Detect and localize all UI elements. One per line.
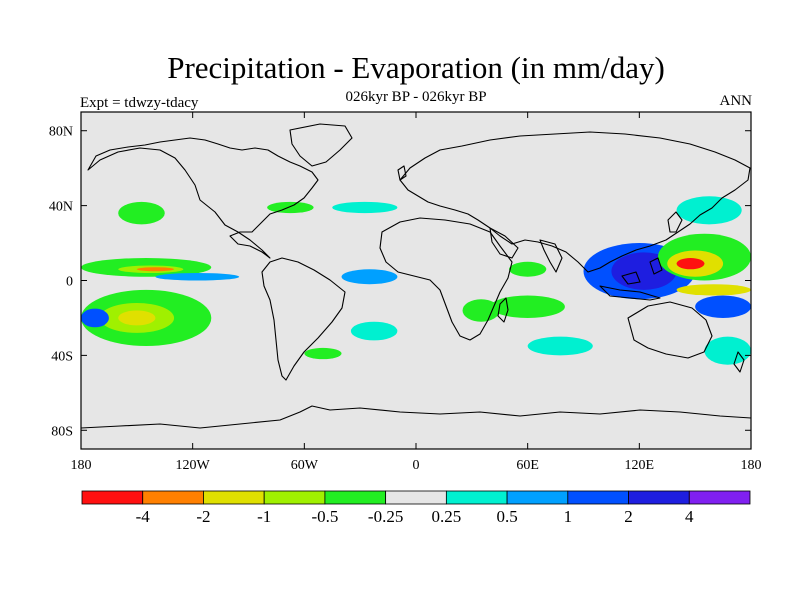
y-tick-label: 40N — [49, 200, 73, 215]
colorbar-label: 0.5 — [496, 507, 517, 526]
region-pacific-north-itcz-orange — [136, 267, 175, 272]
region-tasman-cyan — [704, 336, 751, 365]
x-tick-label: 60E — [516, 458, 539, 473]
colorbar-label: -0.5 — [311, 507, 338, 526]
x-tick-label: 180 — [741, 458, 762, 473]
region-n-atlantic-cyan — [332, 201, 398, 214]
colorbar-swatch — [628, 490, 690, 505]
coastline-africa — [379, 217, 513, 341]
region-indian-ocean-cyan — [527, 336, 593, 356]
x-axis-ticks: 180 120W 60W 0 60E 120E 180 — [71, 112, 762, 473]
colorbar-label: -2 — [196, 507, 210, 526]
experiment-label: Expt = tdwzy-tdacy — [80, 95, 199, 111]
colorbar-swatch — [81, 490, 144, 505]
x-tick-label: 120W — [176, 458, 211, 473]
colorbar-swatch — [567, 490, 629, 505]
coastline-eurasia — [399, 131, 751, 273]
colorbar-label: -0.25 — [368, 507, 403, 526]
region-s-america-green — [304, 347, 342, 360]
region-n-pacific-green — [118, 201, 165, 225]
season-label: ANN — [719, 93, 753, 109]
region-n-atlantic-green — [267, 201, 314, 214]
coastline-australia — [627, 301, 713, 359]
y-tick-label: 0 — [66, 275, 73, 290]
coastline-north-america — [87, 137, 319, 259]
colorbar-swatch — [324, 490, 387, 505]
coastline-india — [539, 239, 563, 273]
plot-subtitle: 026kyr BP - 026kyr BP — [345, 89, 487, 105]
colorbar-label: 4 — [685, 507, 694, 526]
field-regions — [81, 196, 751, 365]
colorbar: -4 -2 -1 -0.5 -0.25 0.25 0.5 1 2 4 — [81, 490, 751, 526]
coastline-indonesia — [599, 257, 663, 301]
x-tick-label: 60W — [291, 458, 319, 473]
coastline-british-isles — [397, 165, 407, 181]
colorbar-swatch — [445, 490, 508, 505]
colorbar-swatch — [688, 490, 751, 505]
y-tick-label: 80N — [49, 125, 73, 140]
region-s-atlantic-cyan — [350, 321, 398, 341]
coastline-arabia — [489, 227, 519, 259]
colorbar-swatch — [506, 490, 569, 505]
coastline-south-america — [261, 257, 346, 381]
coastline-japan — [667, 211, 683, 233]
coastline-antarctica — [81, 405, 751, 429]
region-pacific-south-band-yellow — [118, 310, 156, 326]
colorbar-swatch — [142, 490, 204, 505]
colorbar-label: -1 — [257, 507, 271, 526]
colorbar-label: -4 — [136, 507, 151, 526]
x-tick-label: 0 — [413, 458, 420, 473]
coastlines — [81, 123, 751, 429]
region-africa-green — [462, 299, 500, 322]
colorbar-swatch — [263, 490, 326, 505]
x-tick-label: 120E — [625, 458, 655, 473]
region-sw-pacific-yellow — [676, 284, 751, 296]
region-pacific-eq-blue — [155, 273, 240, 281]
colorbar-label: 1 — [564, 507, 573, 526]
colorbar-label: 0.25 — [431, 507, 461, 526]
region-arabian-sea-green — [509, 261, 547, 277]
coastline-new-zealand — [733, 351, 745, 373]
colorbar-label: 2 — [624, 507, 633, 526]
coastline-madagascar — [497, 297, 509, 323]
colorbar-swatch — [203, 490, 265, 505]
plot-title: Precipitation - Evaporation (in mm/day) — [167, 50, 665, 85]
region-atlantic-eq-blue — [341, 269, 398, 285]
y-axis-ticks: 80N 40N 0 40S 80S — [49, 125, 751, 439]
coastline-greenland — [289, 123, 353, 167]
colorbar-swatch — [385, 490, 447, 505]
region-pacific-south-blue — [81, 308, 109, 328]
region-w-pacific-red — [676, 258, 705, 270]
region-sw-pacific-blue — [695, 295, 751, 318]
y-tick-label: 40S — [51, 349, 73, 364]
y-tick-label: 80S — [51, 424, 73, 439]
x-tick-label: 180 — [71, 458, 92, 473]
region-indian-ocean-green — [490, 295, 565, 318]
